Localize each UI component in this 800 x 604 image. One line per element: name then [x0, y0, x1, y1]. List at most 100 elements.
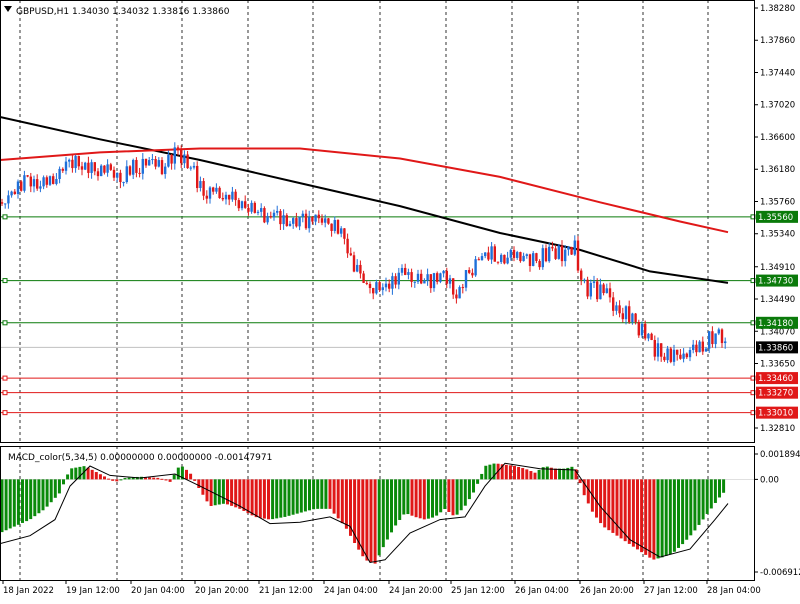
macd-bar [62, 479, 65, 485]
macd-bar [476, 479, 480, 484]
macd-bar [631, 479, 635, 547]
candle-body [106, 164, 109, 173]
candle-body [717, 329, 720, 334]
macd-bar [554, 468, 557, 480]
candle-body [138, 172, 141, 174]
triangle-down-icon[interactable] [4, 6, 12, 12]
candle-body [378, 282, 381, 291]
candle-body [423, 280, 426, 284]
price-axis[interactable]: 1.38280 1.37860 1.37440 1.37020 1.36600 1.361… [754, 4, 800, 578]
price-tick-label: 1.33650 [760, 360, 795, 370]
macd-bar [718, 479, 721, 498]
candle-body [221, 198, 224, 200]
moving-averages [0, 116, 729, 284]
macd-bar [57, 479, 61, 494]
macd-bar [701, 479, 705, 520]
macd-bar [312, 479, 316, 510]
macd-bar [238, 479, 242, 509]
macd-bar [488, 464, 492, 480]
candle-body [660, 343, 663, 357]
macd-bar [156, 477, 160, 480]
candle-body [557, 245, 560, 259]
candle-body [567, 247, 570, 250]
candle-body [285, 215, 288, 226]
macd-bar [422, 479, 426, 520]
candle-body [256, 211, 260, 213]
macd-bar [373, 479, 377, 564]
candle-body [212, 187, 215, 192]
candle-body [288, 223, 292, 226]
candle-body [404, 267, 407, 275]
candle-body [330, 223, 333, 231]
candle-body [551, 246, 554, 249]
candle-body [266, 216, 269, 223]
macd-bar [82, 466, 86, 480]
price-frame [0, 0, 755, 443]
price-tick-label: 1.36600 [760, 133, 795, 143]
macd-bar [521, 468, 525, 480]
candle-body [592, 281, 596, 283]
macd-bar [414, 479, 418, 518]
time-axis[interactable]: 18 Jan 2022 19 Jan 12:00 20 Jan 04:00 20 Ja… [2, 580, 761, 596]
indicator-title: MACD_color(5,34,5) 0.00000000 0.00000000… [8, 453, 272, 463]
moving-average-line [0, 147, 729, 234]
candle-body [39, 186, 42, 189]
macd-bar [103, 476, 106, 480]
candle-body [157, 160, 160, 167]
candle-body [333, 219, 336, 231]
candle-body [36, 179, 39, 189]
level-price-tag [756, 210, 798, 223]
macd-panel [0, 462, 754, 564]
candle-body [359, 264, 362, 274]
candle-body [602, 284, 605, 294]
candle-body [708, 331, 711, 349]
candle-body [704, 348, 708, 352]
candle-body [279, 210, 282, 225]
candle-body [122, 182, 125, 184]
candle-body [407, 272, 410, 275]
candle-body [432, 273, 436, 289]
candle-body [176, 147, 180, 150]
candle-body [685, 353, 688, 358]
macd-bar [545, 466, 549, 480]
candle-body [160, 160, 164, 175]
level-price-tag [756, 406, 798, 419]
macd-bar [8, 479, 12, 529]
candle-body [250, 202, 253, 212]
candle-body [650, 333, 653, 340]
level-labels: 1.35560 1.34730 1.34180 1.33460 1.33270 1.330… [756, 210, 798, 419]
macd-bar [295, 479, 299, 514]
candle-body [84, 162, 87, 170]
candle-body [512, 249, 516, 258]
horizontal-levels[interactable] [0, 214, 756, 416]
candle-body [340, 228, 343, 234]
macd-bar [254, 479, 258, 518]
macd-bar [242, 479, 246, 511]
macd-bar [332, 479, 336, 514]
candle-body [13, 191, 16, 195]
macd-bar [365, 479, 369, 561]
macd-bar [185, 469, 188, 480]
macd-bar [500, 464, 504, 480]
candle-body [615, 305, 618, 311]
candle-body [439, 273, 442, 282]
candle-body [260, 208, 263, 212]
level-handle [2, 278, 8, 284]
time-tick-label: 18 Jan 2022 [3, 586, 54, 596]
candle-body [292, 218, 295, 224]
macd-bar [111, 479, 115, 481]
price-tick-label: 1.34490 [760, 295, 795, 305]
macd-bar [615, 479, 619, 536]
macd-bar [451, 479, 455, 516]
macd-bar [508, 465, 512, 480]
candle-body [356, 264, 359, 272]
macd-bar [344, 479, 348, 529]
candle-body [416, 273, 420, 282]
candle-body [487, 252, 490, 260]
macd-bar [381, 479, 385, 548]
macd-bar [472, 479, 475, 493]
macd-bar [180, 466, 184, 480]
candle-body [724, 341, 727, 344]
